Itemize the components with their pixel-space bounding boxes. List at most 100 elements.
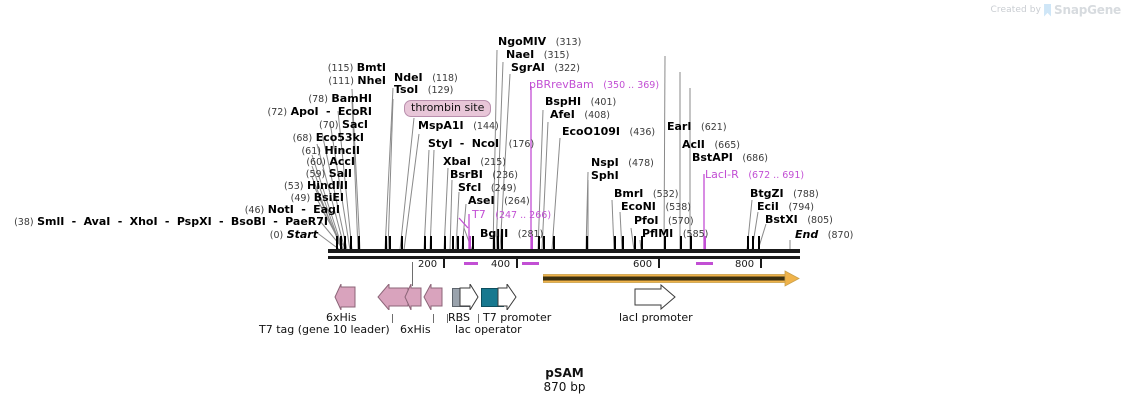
enzyme-label-start[interactable]: (0) Start	[270, 229, 318, 241]
feature-label-rbs[interactable]: RBS	[448, 311, 470, 324]
site-tick	[641, 236, 643, 250]
feature-label-lacI-promoter[interactable]: lacI promoter	[619, 311, 693, 324]
feature-name: pBRrevBam	[529, 78, 594, 91]
site-tick	[538, 236, 540, 250]
site-tick	[344, 236, 347, 250]
enzyme-name: PfoI	[634, 214, 659, 227]
feature-label-6xhis-a[interactable]: 6xHis	[326, 311, 357, 324]
feature-label-lac-operator[interactable]: lac operator	[455, 323, 522, 336]
enzyme-position: (315)	[543, 50, 570, 61]
enzyme-position: (236)	[492, 170, 518, 181]
enzyme-position: (794)	[788, 202, 814, 213]
enzyme-name: BmtI	[356, 61, 386, 74]
ruler-tick-label: 400	[491, 259, 511, 270]
enzyme-label-bmrI[interactable]: BmrI (532)	[614, 188, 678, 200]
enzyme-label-bglII[interactable]: BglII (281)	[480, 228, 543, 240]
feature-t7tag-arrow[interactable]	[377, 284, 409, 310]
enzyme-position: (49)	[290, 193, 311, 204]
enzyme-label-bsrBI[interactable]: BsrBI (236)	[450, 169, 518, 181]
enzyme-label-naeI[interactable]: NaeI (315)	[506, 49, 569, 61]
site-tick	[444, 236, 446, 250]
enzyme-label-bspHI[interactable]: BspHI (401)	[545, 96, 616, 108]
enzyme-position: (115)	[327, 63, 354, 74]
enzyme-label-sgrAI[interactable]: SgrAI (322)	[511, 62, 580, 74]
enzyme-label-earI[interactable]: EarI (621)	[667, 121, 727, 133]
enzyme-name: BstAPI	[692, 151, 733, 164]
enzyme-label-apoI-ecoRI[interactable]: (72) ApoI - EcoRI	[267, 105, 372, 118]
enzyme-label-hindIII[interactable]: (53) HindIII	[284, 180, 348, 192]
enzyme-name: SfcI	[458, 181, 482, 194]
enzyme-position: (249)	[490, 183, 517, 194]
enzyme-label-notI-eagI[interactable]: (46) NotI - EagI	[244, 203, 340, 216]
enzyme-label-salI[interactable]: (59) SalI	[306, 168, 352, 180]
enzyme-label-aseI[interactable]: AseI (264)	[468, 195, 530, 207]
enzyme-name: BglII	[480, 227, 509, 240]
enzyme-label-smlI-group[interactable]: (38) SmlI - AvaI - XhoI - PspXI - BsoBI …	[14, 215, 328, 228]
enzyme-position: (322)	[554, 63, 580, 74]
site-tick	[690, 236, 692, 250]
enzyme-label-ecoO109I[interactable]: EcoO109I (436)	[562, 126, 655, 138]
enzyme-label-sfcI[interactable]: SfcI (249)	[458, 182, 516, 194]
enzyme-position: (53)	[284, 181, 304, 192]
enzyme-label-btgZI[interactable]: BtgZI (788)	[750, 188, 819, 200]
enzyme-name: NgoMIV	[498, 35, 547, 48]
feature-6xhis-a-arrow[interactable]	[334, 284, 356, 310]
lacI-orange-arrow[interactable]	[543, 270, 801, 288]
enzyme-label-eciI[interactable]: EciI (794)	[757, 201, 814, 213]
enzyme-label-tsoI[interactable]: TsoI (129)	[394, 84, 453, 96]
enzyme-label-pflMI[interactable]: PflMI (585)	[642, 228, 708, 240]
enzyme-label-ngoMIV[interactable]: NgoMIV (313)	[498, 36, 581, 48]
enzyme-label-styI-ncoI[interactable]: StyI - NcoI (176)	[428, 137, 535, 150]
enzyme-label-bsiEI[interactable]: (49) BsiEI	[291, 192, 344, 204]
enzyme-name: EcoO109I	[562, 125, 620, 138]
end-label[interactable]: End (870)	[795, 229, 853, 241]
enzyme-label-nspI[interactable]: NspI (478)	[591, 157, 654, 169]
thrombin-site-label[interactable]: thrombin site	[404, 100, 492, 117]
feature-t7-promoter-arrow[interactable]	[497, 284, 517, 310]
enzyme-label-ecoNI[interactable]: EcoNI (538)	[621, 201, 691, 213]
feature-label-lacI-R[interactable]: LacI-R (672 .. 691)	[705, 169, 804, 181]
feature-lacI-promoter-arrow[interactable]	[634, 284, 676, 310]
enzyme-label-ndeI[interactable]: NdeI (118)	[394, 72, 458, 84]
enzyme-name: BstXI	[765, 213, 798, 226]
enzyme-label-sacI[interactable]: (70) SacI	[319, 119, 368, 131]
enzyme-label-bstAPI[interactable]: BstAPI (686)	[692, 152, 768, 164]
site-tick	[747, 236, 749, 250]
feature-pink-arrow[interactable]	[423, 284, 443, 310]
enzyme-label-bstXI[interactable]: BstXI (805)	[765, 214, 833, 226]
enzyme-name: AclI	[682, 138, 705, 151]
enzyme-label-afeI[interactable]: AfeI (408)	[550, 109, 610, 121]
enzyme-label-mspA1I[interactable]: MspA1I (144)	[418, 120, 499, 132]
enzyme-label-bamHI[interactable]: (78) BamHI	[308, 93, 372, 105]
enzyme-name: BsoBI	[230, 215, 266, 228]
enzyme-position: (129)	[427, 85, 454, 96]
enzyme-label-accI[interactable]: (60) AccI	[306, 156, 355, 168]
enzyme-label-nheI[interactable]: (111) NheI	[328, 75, 386, 87]
feature-label-t7tag[interactable]: T7 tag (gene 10 leader)	[259, 323, 390, 336]
site-tick	[472, 236, 474, 250]
enzyme-label-sphI[interactable]: SphI	[591, 170, 619, 181]
watermark-brand: SnapGene	[1054, 3, 1121, 17]
feature-label-t7-promoter[interactable]: T7 promoter	[483, 311, 552, 324]
feature-t7-promoter-arrow[interactable]	[459, 284, 479, 310]
thrombin-site-text: thrombin site	[411, 101, 485, 114]
backbone-line-bottom	[328, 256, 800, 259]
enzyme-label-eco53kI[interactable]: (68) Eco53kI	[293, 132, 364, 144]
enzyme-position: (46)	[244, 205, 265, 216]
enzyme-label-bmtI[interactable]: (115) BmtI	[328, 62, 386, 74]
enzyme-name: SmlI	[37, 215, 65, 228]
enzyme-label-aclI[interactable]: AclI (665)	[682, 139, 740, 151]
enzyme-position: (686)	[742, 153, 768, 164]
enzyme-label-hincII[interactable]: (61) HincII	[301, 145, 360, 157]
feature-label-t7[interactable]: T7 (247 .. 266)	[472, 209, 551, 221]
enzyme-label-pfoI[interactable]: PfoI (570)	[634, 215, 694, 227]
enzyme-name: AfeI	[550, 108, 575, 121]
enzyme-label-xbaI[interactable]: XbaI (215)	[443, 156, 506, 168]
feature-6xhis-b-arrow[interactable]	[404, 284, 422, 310]
enzyme-position: (478)	[628, 158, 654, 169]
site-tick	[752, 236, 754, 250]
feature-label-pbrrevbam[interactable]: pBRrevBam (350 .. 369)	[529, 79, 659, 91]
feature-label-6xhis-b[interactable]: 6xHis	[400, 323, 431, 336]
enzyme-position: (68)	[292, 133, 313, 144]
